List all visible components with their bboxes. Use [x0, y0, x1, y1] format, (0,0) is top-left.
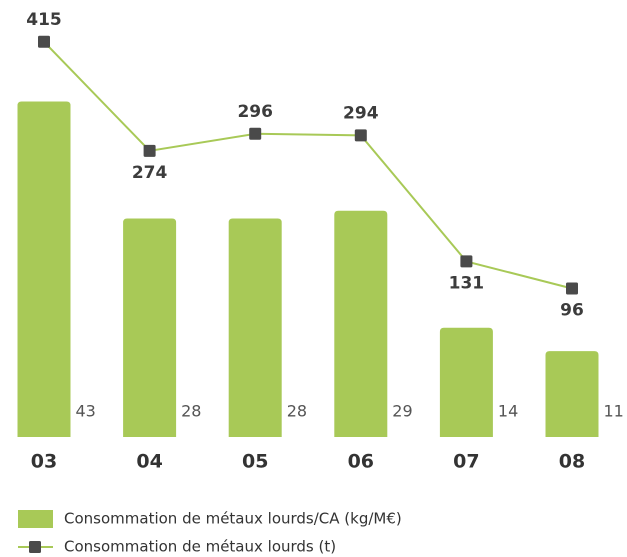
line-marker [143, 144, 156, 157]
legend-swatch [18, 510, 53, 528]
legend-marker [29, 541, 41, 553]
bar-value-label: 28 [287, 402, 307, 421]
legend-label: Consommation de métaux lourds/CA (kg/M€) [64, 510, 402, 528]
line-marker [249, 127, 262, 140]
x-tick-label: 05 [242, 451, 268, 473]
x-tick-label: 07 [453, 451, 479, 473]
line-marker [38, 35, 50, 48]
x-tick-label: 06 [348, 451, 374, 473]
bar-value-label: 43 [76, 402, 96, 421]
bar [545, 351, 599, 437]
line-value-label: 96 [560, 300, 584, 320]
line-marker [354, 129, 367, 142]
x-tick-label: 04 [136, 451, 162, 473]
bar [334, 210, 388, 437]
bar-value-label: 29 [392, 402, 412, 421]
x-tick-label: 03 [31, 451, 57, 473]
line-value-label: 274 [132, 163, 168, 183]
line [43, 41, 573, 290]
line-value-label: 415 [26, 10, 62, 30]
line-value-label: 294 [343, 103, 379, 123]
bar [439, 327, 493, 437]
bar [17, 101, 71, 438]
line-marker [460, 255, 473, 268]
bar-value-label: 28 [181, 402, 201, 421]
legend-label: Consommation de métaux lourds (t) [64, 538, 336, 556]
bar-value-label: 11 [604, 402, 624, 421]
x-tick-label: 08 [559, 451, 585, 473]
bar [123, 218, 177, 437]
line-value-label: 131 [449, 273, 485, 293]
bar [228, 218, 282, 437]
line-marker [566, 282, 578, 295]
line-value-label: 296 [237, 102, 273, 122]
bar-value-label: 14 [498, 402, 518, 421]
